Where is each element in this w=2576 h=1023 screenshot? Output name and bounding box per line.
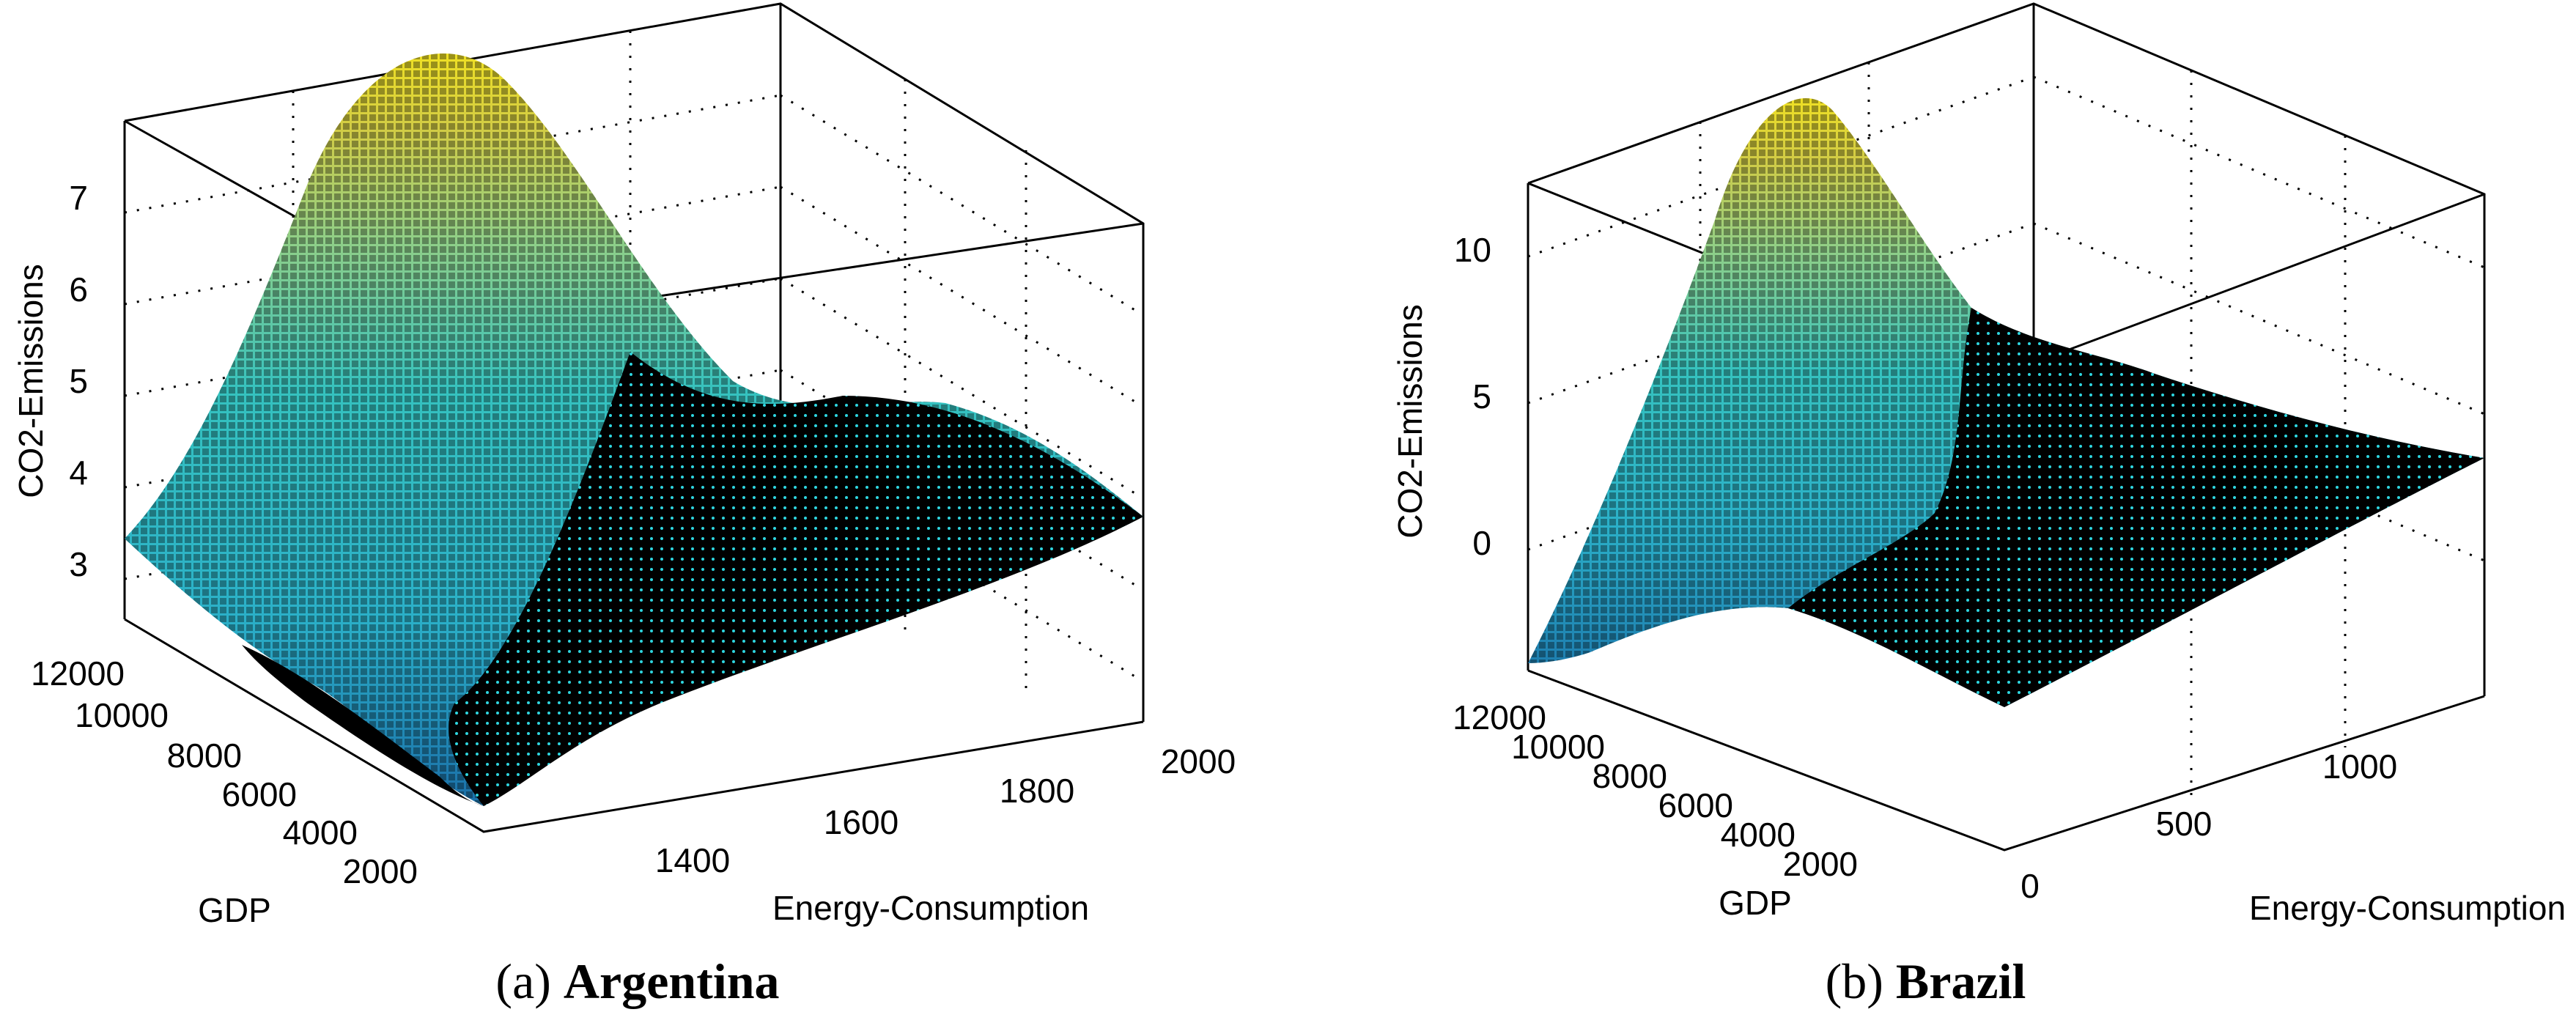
chart-b-y-label: GDP [1719, 884, 1792, 922]
chart-a-y-tick: 6000 [222, 775, 297, 813]
chart-b-svg: 0 5 10 CO2-Emissions 12000 10000 8000 60… [1391, 2, 2566, 927]
chart-a-z-tick: 5 [69, 362, 88, 400]
caption-b: (b) Brazil [1275, 953, 2576, 1011]
chart-a-z-ticks: 3 4 5 6 7 [69, 179, 88, 583]
chart-b-x-ticks: 0 500 1000 [2020, 747, 2397, 905]
chart-b-y-tick: 6000 [1658, 786, 1733, 824]
chart-b-box-back [1527, 2, 2486, 696]
chart-a-x-ticks: 1400 1600 1800 2000 [655, 742, 1236, 879]
chart-a-x-tick: 1800 [1000, 772, 1074, 810]
chart-b-x-label: Energy-Consumption [2249, 889, 2566, 927]
chart-a-y-tick: 12000 [31, 654, 125, 693]
chart-b-z-tick: 10 [1454, 231, 1491, 269]
chart-a-z-tick: 7 [69, 179, 88, 217]
caption-b-label: (b) [1825, 953, 1883, 1009]
chart-b-surface [1528, 98, 2484, 708]
chart-a-svg: 3 4 5 6 7 CO2-Emissions 12000 10000 8000… [12, 2, 1236, 929]
chart-b-y-tick: 2000 [1783, 845, 1858, 883]
chart-a-surface [125, 53, 1143, 806]
chart-b-y-tick: 4000 [1721, 816, 1796, 854]
chart-a-y-tick: 10000 [75, 696, 169, 734]
chart-b-box-floor [1527, 669, 2485, 852]
chart-a-z-tick: 4 [69, 454, 88, 492]
chart-b-y-tick: 10000 [1511, 728, 1605, 766]
chart-a-z-tick: 6 [69, 270, 88, 309]
chart-a-y-ticks: 12000 10000 8000 6000 4000 2000 [31, 654, 418, 890]
chart-a-x-tick: 1400 [655, 841, 730, 879]
chart-a-x-tick: 1600 [824, 803, 898, 841]
chart-a-z-tick: 3 [69, 545, 88, 583]
chart-b-z-label: CO2-Emissions [1391, 304, 1429, 539]
chart-panel-brazil: 0 5 10 CO2-Emissions 12000 10000 8000 60… [1275, 0, 2576, 1023]
caption-a-name: Argentina [563, 953, 780, 1009]
chart-a-z-label: CO2-Emissions [12, 264, 50, 498]
chart-a-y-tick: 8000 [167, 736, 242, 775]
chart-b-y-ticks: 12000 10000 8000 6000 4000 2000 [1453, 698, 1858, 883]
chart-b-y-tick: 12000 [1453, 698, 1546, 736]
caption-a-label: (a) [495, 953, 551, 1009]
chart-a-y-tick: 2000 [343, 852, 418, 890]
chart-a-x-tick: 2000 [1161, 742, 1236, 780]
caption-a: (a) Argentina [0, 953, 1275, 1011]
chart-a-surface-dark-region [449, 352, 1143, 806]
chart-a-box-floor [124, 618, 1144, 833]
chart-b-y-tick: 8000 [1593, 757, 1667, 795]
chart-panel-argentina: 3 4 5 6 7 CO2-Emissions 12000 10000 8000… [0, 0, 1275, 1023]
chart-b-z-tick: 5 [1472, 377, 1491, 416]
chart-b-z-ticks: 0 5 10 [1454, 231, 1491, 562]
chart-b-box-top-right [2004, 193, 2485, 375]
chart-b-z-tick: 0 [1472, 524, 1491, 562]
chart-a-y-label: GDP [198, 891, 271, 929]
chart-a-surface-shadow [242, 645, 484, 806]
chart-a-y-tick: 4000 [283, 813, 358, 852]
chart-b-x-tick: 1000 [2322, 747, 2397, 786]
chart-b-x-tick: 500 [2156, 805, 2213, 843]
chart-b-surface-dark-region [1788, 308, 2484, 707]
chart-a-x-label: Energy-Consumption [772, 889, 1089, 927]
chart-b-x-tick: 0 [2020, 867, 2040, 905]
caption-b-name: Brazil [1895, 953, 2026, 1009]
